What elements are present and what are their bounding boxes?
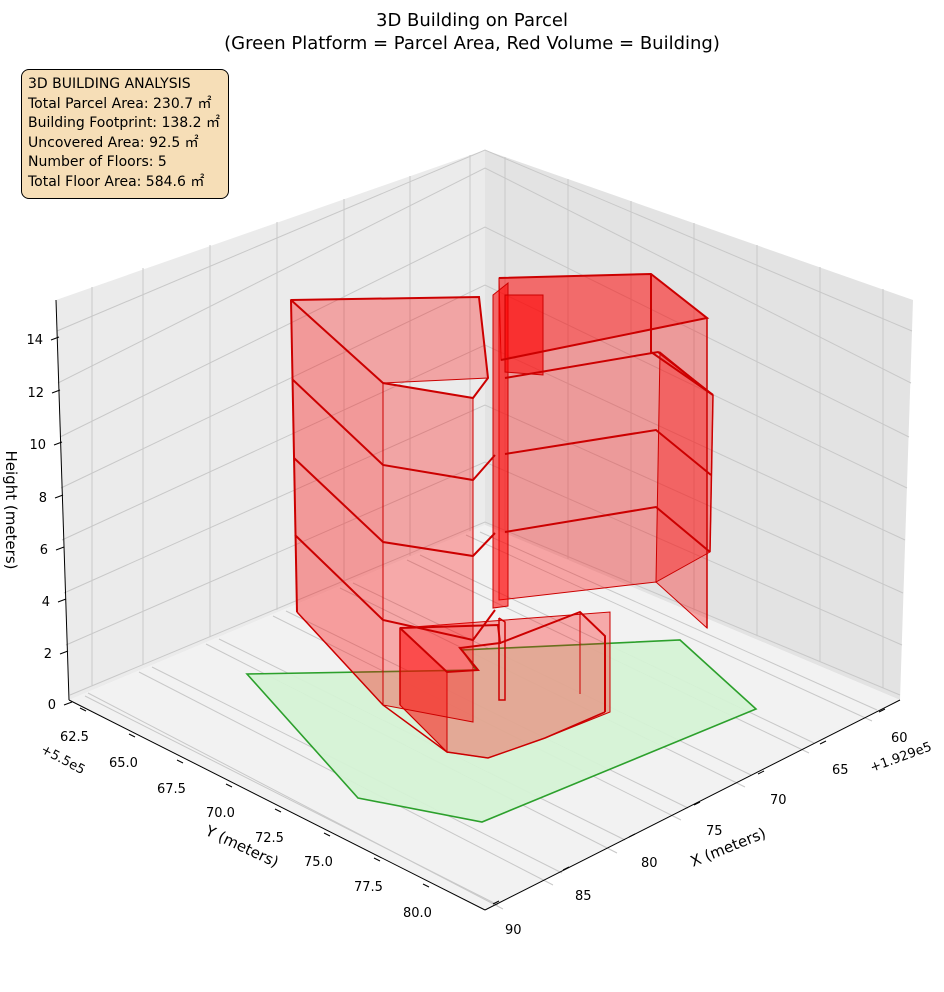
- building-core-shaft: [492, 281, 509, 609]
- y-tick-label: 62.5: [60, 730, 89, 745]
- y-tick-mark: [422, 883, 430, 888]
- x-tick-mark: [757, 770, 765, 775]
- z-tick-mark: [53, 441, 63, 446]
- x-tick-label: 90: [505, 923, 522, 938]
- info-floor-count: Number of Floors: 5: [28, 154, 167, 171]
- y-tick-label: 77.5: [354, 880, 383, 895]
- chart-title-line1: 3D Building on Parcel: [376, 10, 568, 31]
- info-parcel-area: Total Parcel Area: 230.7 ㎡: [28, 95, 212, 112]
- x-tick-mark: [819, 740, 827, 745]
- y-tick-label: 65.0: [109, 756, 138, 771]
- z-tick-label: 10: [29, 438, 46, 453]
- info-building-footprint: Building Footprint: 138.2 ㎡: [28, 115, 221, 132]
- x-tick-mark: [693, 801, 701, 806]
- z-gridline: [69, 521, 901, 696]
- info-total-floor-area: Total Floor Area: 584.6 ㎡: [28, 173, 205, 190]
- y-tick-label: 72.5: [255, 831, 284, 846]
- x-tick-label: 70: [770, 793, 787, 808]
- x-tick-label: 85: [575, 889, 592, 904]
- right-block-edge: [650, 274, 714, 396]
- z-axis-line: [55, 299, 70, 701]
- z-tick-label: 2: [44, 647, 52, 662]
- z-gridline: [59, 226, 910, 438]
- x-axis-line: [484, 699, 901, 911]
- z-gridline: [65, 461, 903, 646]
- lower-wing-outline: [399, 623, 502, 674]
- z-tick-label: 0: [48, 698, 56, 713]
- floor-gridline-x: [84, 695, 499, 906]
- tick-layer: 0 2 4 6 8 10 12 14 62.5 65.0 67.5 70.0 72.5 75.0 77.5 8…: [26, 333, 907, 938]
- base-outline: [296, 611, 606, 759]
- y-tick-mark: [79, 707, 87, 712]
- building-layer: [289, 272, 714, 759]
- core-base-outline: [498, 617, 506, 701]
- z-tick-label: 14: [26, 333, 43, 348]
- x-tick-mark: [562, 866, 570, 871]
- x-tick-mark: [878, 708, 886, 713]
- z-gridline: [57, 167, 912, 384]
- chart-title-line2: (Green Platform = Parcel Area, Red Volum…: [224, 33, 720, 54]
- z-tick-label: 12: [27, 386, 44, 401]
- building-edge: [290, 299, 298, 613]
- y-axis-label: Y (meters): [202, 821, 282, 871]
- building-core-top: [504, 294, 544, 376]
- floor-line: [504, 350, 714, 396]
- z-tick-mark: [59, 650, 69, 655]
- floor-line: [504, 428, 712, 476]
- y-axis-line: [68, 699, 486, 911]
- z-tick-mark: [51, 389, 61, 394]
- y-tick-mark: [274, 808, 282, 813]
- y-tick-label: 67.5: [157, 782, 186, 797]
- info-uncovered-area: Uncovered Area: 92.5 ㎡: [28, 134, 199, 151]
- floor-line: [291, 378, 496, 482]
- z-axis-label: Height (meters): [2, 451, 20, 570]
- x-tick-label: 60: [891, 731, 908, 746]
- y-offset-label: +5.5e5: [38, 742, 87, 778]
- z-tick-mark: [54, 494, 64, 499]
- lower-wing-outline: [499, 610, 606, 712]
- roof-outline: [290, 295, 490, 400]
- roof-right-outline: [498, 272, 710, 361]
- x-tick-mark: [628, 833, 636, 838]
- z-tick-mark: [63, 701, 73, 706]
- x-tick-label: 65: [832, 763, 849, 778]
- info-heading: 3D BUILDING ANALYSIS: [28, 76, 191, 92]
- analysis-info-box: 3D BUILDING ANALYSIS Total Parcel Area: …: [21, 69, 229, 199]
- y-tick-mark: [176, 759, 184, 764]
- x-tick-mark: [492, 900, 500, 905]
- y-tick-mark: [128, 733, 136, 738]
- y-tick-mark: [373, 857, 381, 862]
- building-edge: [709, 394, 714, 553]
- floor-line: [504, 505, 711, 553]
- floor-line: [293, 457, 496, 558]
- parcel-layer: [245, 639, 758, 823]
- z-tick-label: 8: [39, 491, 47, 506]
- z-tick-label: 6: [40, 543, 48, 558]
- x-tick-label: 75: [706, 824, 723, 839]
- right-back-pane: [485, 150, 913, 700]
- z-tick-mark: [57, 598, 67, 603]
- y-tick-mark: [323, 832, 331, 837]
- x-tick-label: 80: [641, 856, 658, 871]
- axis-lines: [55, 299, 901, 911]
- z-tick-mark: [50, 336, 60, 341]
- z-gridline: [60, 284, 908, 489]
- z-tick-label: 4: [42, 595, 50, 610]
- y-tick-label: 75.0: [304, 855, 333, 870]
- x-axis-label: X (meters): [688, 824, 769, 871]
- y-tick-mark: [225, 783, 233, 788]
- floor-gridline-x: [479, 531, 878, 711]
- z-gridline: [56, 149, 913, 332]
- z-tick-mark: [55, 546, 65, 551]
- z-gridline: [63, 404, 904, 594]
- y-tick-label: 80.0: [403, 906, 432, 921]
- floor-gridline-y: [465, 534, 873, 722]
- y-tick-label: 70.0: [206, 806, 235, 821]
- left-back-pane: [56, 150, 485, 700]
- parcel-polygon: [245, 639, 758, 823]
